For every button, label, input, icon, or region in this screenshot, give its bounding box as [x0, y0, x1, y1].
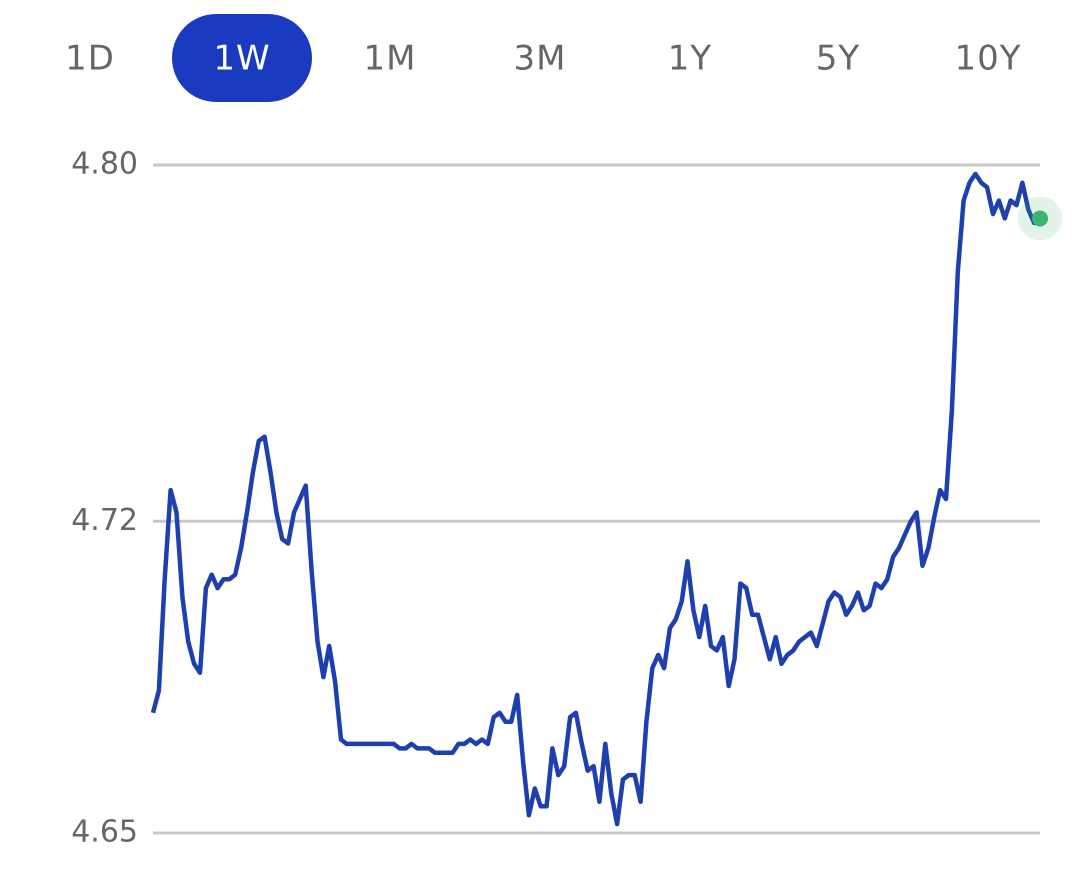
tab[interactable]: 1D	[65, 39, 115, 79]
tab[interactable]: 5Y	[816, 39, 860, 79]
last-point	[1032, 210, 1048, 227]
y-tick-label: 4.72	[71, 503, 138, 538]
y-tick-label: 4.80	[71, 147, 138, 182]
y-tick-label: 4.65	[71, 815, 138, 850]
tab[interactable]: 3M	[514, 39, 567, 79]
tab-selected-bg	[172, 14, 312, 102]
price-line	[150, 171, 1042, 827]
tab[interactable]: 1W	[213, 39, 270, 79]
tab[interactable]: 1M	[364, 39, 417, 79]
tab[interactable]: 10Y	[954, 39, 1021, 79]
tab[interactable]: 1Y	[668, 39, 712, 79]
